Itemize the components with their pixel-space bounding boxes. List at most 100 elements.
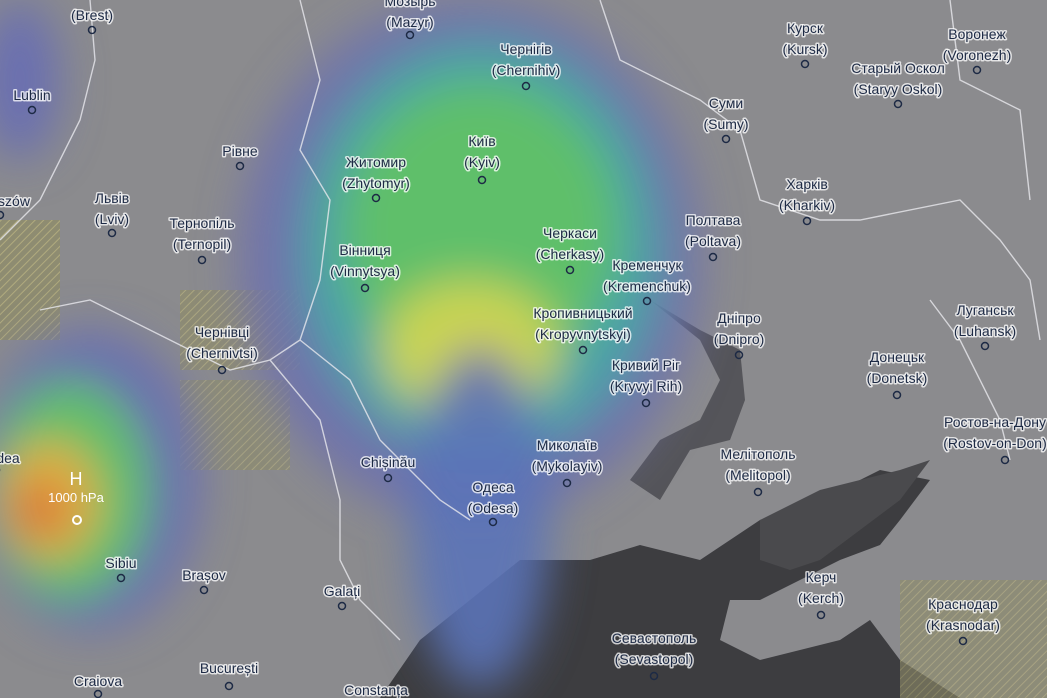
city-name: Ростов-на-Дону: [944, 414, 1046, 430]
city-name: Рівне: [222, 143, 258, 159]
city-name-en: (Odesa): [468, 500, 519, 516]
city-dot: [405, 30, 415, 40]
city-name: Луганськ: [956, 302, 1014, 318]
city-name-en: (Staryy Oskol): [854, 81, 943, 97]
city-dot: [360, 283, 370, 293]
city-name-en: (Sevastopol): [615, 651, 694, 667]
city-name: Lublin: [13, 87, 50, 103]
city-dot: [958, 636, 968, 646]
city-name-en: (Poltava): [685, 233, 741, 249]
city-name: Воронеж: [948, 26, 1006, 42]
city-dot: [235, 161, 245, 171]
borders: [0, 0, 1041, 641]
city-name: Чернігів: [500, 41, 551, 57]
pressure-dot: [72, 515, 82, 525]
pressure-center: H: [70, 469, 83, 489]
city-name-en: (Kursk): [782, 41, 827, 57]
city-name: Черкаси: [543, 225, 597, 241]
city-name: București: [200, 660, 258, 676]
city-dot: [562, 478, 572, 488]
city-name-en: (Voronezh): [943, 47, 1011, 63]
city-dot: [816, 610, 826, 620]
city-name-en: (Rostov-on-Don): [943, 435, 1046, 451]
city-name: Galați: [324, 583, 361, 599]
city-dot: [721, 134, 731, 144]
city-name: Craiova: [74, 673, 122, 689]
city-dot: [578, 345, 588, 355]
city-dot: [892, 390, 902, 400]
city-name-en: (Chernihiv): [492, 62, 560, 78]
city-name-en: (Sumy): [703, 116, 748, 132]
city-name-en: (Zhytomyr): [342, 175, 410, 191]
dnipro-river: [630, 300, 745, 500]
city-name-en: (Kropyvnytskyi): [535, 326, 631, 342]
city-name-en: (Kerch): [798, 590, 844, 606]
city-dot: [116, 573, 126, 583]
city-dot: [753, 487, 763, 497]
city-dot: [199, 585, 209, 595]
pressure-value: 1000 hPa: [48, 490, 104, 505]
city-name: Керч: [806, 569, 837, 585]
city-name-en: (Mazyr): [386, 14, 433, 30]
city-name: (Brest): [71, 7, 113, 23]
city-name: Sibiu: [105, 555, 136, 571]
city-name: Харків: [786, 176, 828, 192]
city-dot: [734, 350, 744, 360]
city-dot: [383, 473, 393, 483]
city-dot: [641, 398, 651, 408]
city-dot: [642, 296, 652, 306]
city-name: Краснодар: [928, 596, 998, 612]
city-dot: [521, 81, 531, 91]
city-dot: [217, 365, 227, 375]
city-dot: [107, 228, 117, 238]
city-name-en: (Kremenchuk): [603, 278, 691, 294]
city-name-en: (Mykolayiv): [532, 458, 603, 474]
city-name-en: (Kryvyi Rih): [610, 378, 682, 394]
city-name: Одеса: [472, 479, 514, 495]
city-dot: [893, 99, 903, 109]
city-name: Тернопіль: [169, 215, 234, 231]
city-dot: [371, 193, 381, 203]
city-name-en: (Lviv): [95, 211, 129, 227]
city-name: Brașov: [182, 567, 226, 583]
city-name: Кривий Ріг: [612, 357, 680, 373]
city-dot: [708, 252, 718, 262]
city-name: Суми: [709, 95, 743, 111]
city-dot: [224, 681, 234, 691]
city-dot: [1000, 455, 1010, 465]
city-name: Севастополь: [612, 630, 697, 646]
city-name-en: (Kharkiv): [779, 197, 835, 213]
city-name: Chișinău: [361, 454, 415, 470]
city-name: Полтава: [686, 212, 741, 228]
city-name: Constanța: [344, 682, 408, 698]
city-name: Дніпро: [717, 310, 761, 326]
city-name: Курск: [787, 20, 824, 36]
city-name-en: (Melitopol): [725, 467, 790, 483]
city-name: Мозырь: [384, 0, 435, 9]
city-dot: [197, 255, 207, 265]
city-dot: [565, 265, 575, 275]
city-name: Київ: [468, 133, 495, 149]
city-name: Вінниця: [339, 242, 390, 258]
city-name-en: (Cherkasy): [536, 246, 604, 262]
city-dot: [337, 601, 347, 611]
city-name: Мелітополь: [721, 446, 796, 462]
city-name-en: (Vinnytsya): [330, 263, 400, 279]
city-name-en: (Dnipro): [714, 331, 765, 347]
hatched-area: [0, 220, 60, 340]
city-name: Кременчук: [612, 257, 682, 273]
city-name: Старый Оскол: [851, 60, 945, 76]
city-dot: [649, 671, 659, 681]
city-dot: [800, 59, 810, 69]
precipitation: [0, 0, 700, 690]
city-dot: [477, 175, 487, 185]
hatched-area: [900, 580, 1047, 698]
city-name-en: (Chernivtsi): [186, 345, 258, 361]
city-name-en: (Kyiv): [464, 154, 500, 170]
city-name: Кропивницький: [533, 305, 632, 321]
city-dot: [972, 65, 982, 75]
city-name: Львів: [95, 190, 129, 206]
city-name: szów: [0, 193, 31, 209]
city-name-en: (Donetsk): [867, 370, 928, 386]
